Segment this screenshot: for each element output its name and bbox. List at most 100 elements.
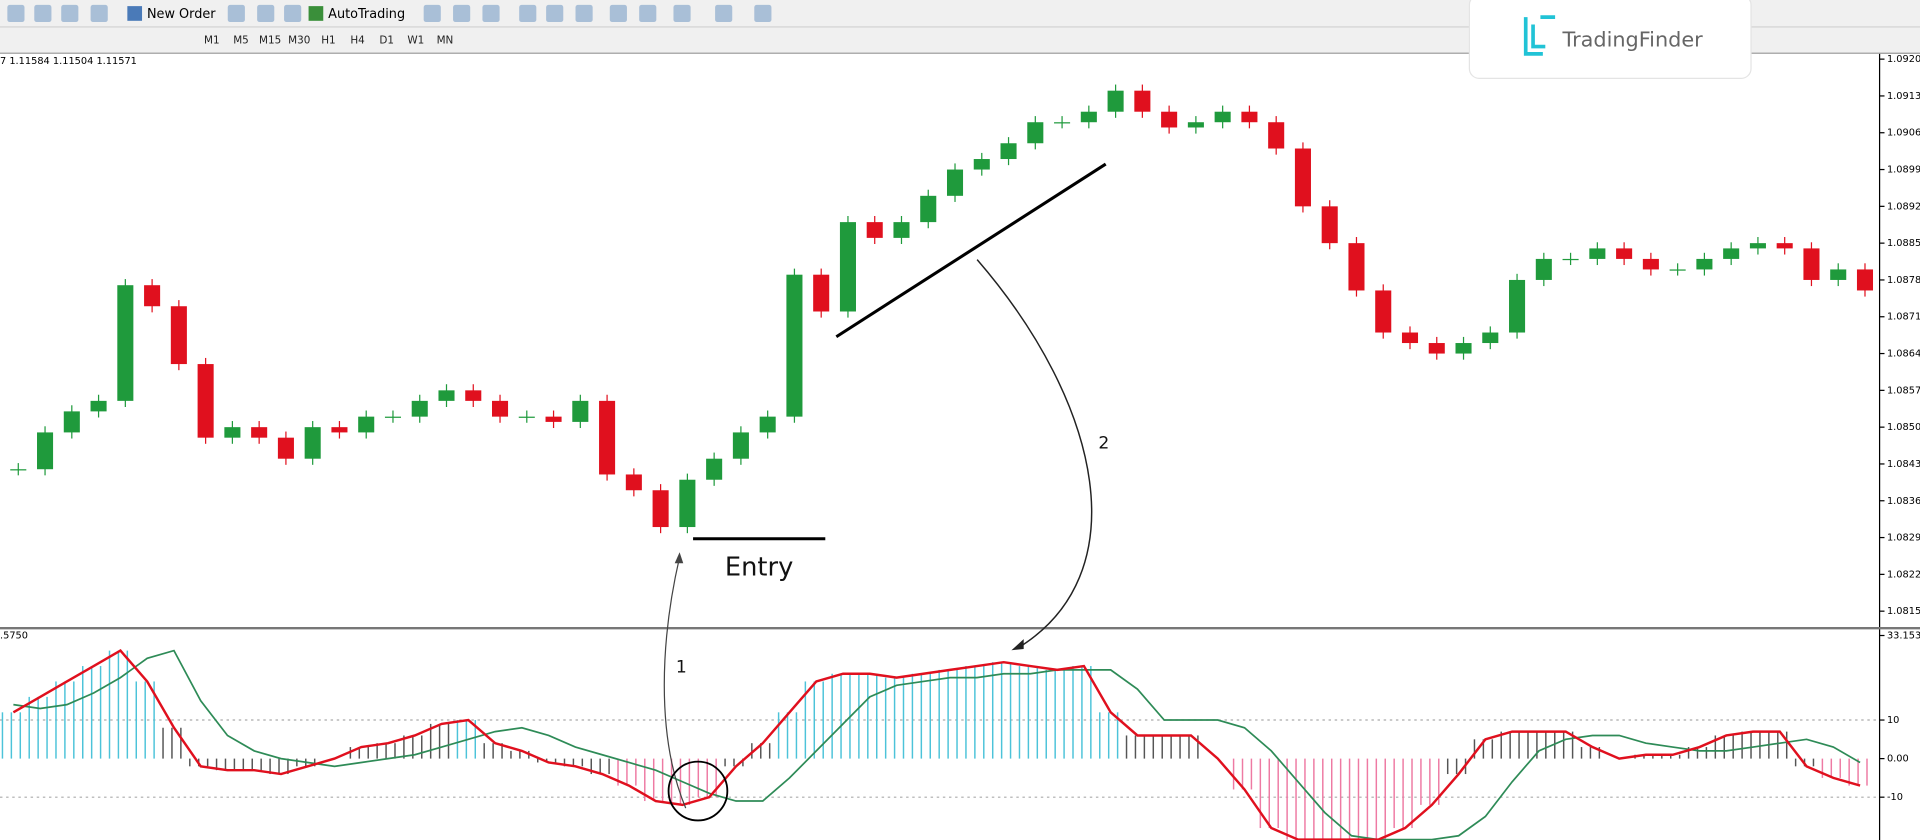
price-tick-label: 1.0864 xyxy=(1887,349,1920,360)
timeframe-button[interactable]: H4 xyxy=(350,34,365,46)
candle-body xyxy=(1749,243,1766,249)
candle-body xyxy=(893,222,910,238)
candle-body xyxy=(1348,243,1365,291)
logo-bg xyxy=(1468,0,1752,79)
candle-body xyxy=(1161,111,1178,128)
candle-body xyxy=(732,432,749,459)
price-tick-label: 1.0892 xyxy=(1887,201,1920,212)
candle-body xyxy=(1856,269,1874,291)
candle-body xyxy=(1268,122,1285,149)
arrow-1-label: 1 xyxy=(676,657,687,677)
candle-body xyxy=(492,400,509,417)
toolbar-icon[interactable] xyxy=(754,4,772,23)
price-tick-label: 1.0871 xyxy=(1887,312,1920,323)
toolbar-icon[interactable] xyxy=(284,4,302,23)
timeframe-button[interactable]: H1 xyxy=(321,34,335,46)
signal-line xyxy=(13,649,1861,840)
candle-body xyxy=(1294,148,1311,207)
candle-body xyxy=(170,306,187,365)
timeframe-button[interactable]: M30 xyxy=(288,34,310,46)
price-info: 7 1.11584 1.11504 1.11571 xyxy=(0,56,137,67)
timeframe-button[interactable]: MN xyxy=(437,34,454,46)
candle-body xyxy=(1054,122,1071,124)
candle-body xyxy=(572,400,589,422)
toolbar-icon[interactable] xyxy=(639,4,657,23)
candle-body xyxy=(304,427,321,459)
candle-body xyxy=(251,427,268,438)
timeframe-button[interactable]: M1 xyxy=(204,34,220,46)
candle-body xyxy=(1187,122,1204,128)
candle-body xyxy=(438,390,455,401)
candle-body xyxy=(144,285,161,307)
arrow-2-label: 2 xyxy=(1098,433,1109,453)
timeframe-button[interactable]: W1 xyxy=(407,34,424,46)
arrow-2 xyxy=(976,259,1093,650)
logo-box: TradingFinder xyxy=(1468,0,1752,79)
main-line xyxy=(12,649,1861,840)
candle-body xyxy=(277,437,294,459)
candle-body xyxy=(1535,258,1552,280)
candle-body xyxy=(625,474,642,491)
candle-body xyxy=(866,222,883,238)
candle-body xyxy=(1776,243,1793,249)
toolbar-button[interactable]: AutoTrading xyxy=(328,7,405,22)
toolbar-icon[interactable] xyxy=(519,4,537,23)
toolbar-icon[interactable] xyxy=(308,6,324,21)
price-tick-label: 1.0913 xyxy=(1887,91,1920,102)
candle-body xyxy=(465,390,482,401)
toolbar-icon[interactable] xyxy=(7,4,25,23)
candle-body xyxy=(1107,90,1124,112)
candle-body xyxy=(545,416,562,422)
candle-body xyxy=(1723,248,1740,259)
price-tick-label: 1.0857 xyxy=(1887,385,1920,396)
candle-body xyxy=(679,479,696,528)
toolbar-icon[interactable] xyxy=(609,4,627,23)
candle-body xyxy=(1214,111,1231,123)
candle-body xyxy=(224,427,241,438)
toolbar-icon[interactable] xyxy=(423,4,441,23)
candle-body xyxy=(197,364,214,438)
arrow-1-head xyxy=(674,552,684,564)
candle-body xyxy=(1803,248,1820,280)
candle-body xyxy=(1134,90,1151,112)
arrow-2-head xyxy=(1011,639,1024,651)
toolbar-icon[interactable] xyxy=(90,4,108,23)
timeframe-button[interactable]: M15 xyxy=(259,34,281,46)
candle-body xyxy=(1027,122,1044,144)
candle-body xyxy=(1696,258,1713,270)
candle-body xyxy=(1375,290,1392,333)
toolbar-icon[interactable] xyxy=(715,4,733,23)
candle-body xyxy=(1562,258,1579,261)
cross-circle xyxy=(667,760,729,822)
toolbar-icon[interactable] xyxy=(257,4,275,23)
candle-body xyxy=(1000,143,1017,160)
toolbar-button[interactable]: New Order xyxy=(147,7,216,22)
indicator-info: .5750 xyxy=(0,631,28,642)
indicator-tick-label: -10 xyxy=(1887,792,1903,803)
toolbar-icon[interactable] xyxy=(673,4,691,23)
timeframe-button[interactable]: D1 xyxy=(379,34,394,46)
timeframe-button[interactable]: M5 xyxy=(233,34,249,46)
toolbar-icon[interactable] xyxy=(61,4,79,23)
toolbar-icon[interactable] xyxy=(227,4,245,23)
candle-body xyxy=(10,469,27,471)
toolbar-icon[interactable] xyxy=(575,4,593,23)
candle-body xyxy=(1455,343,1472,354)
toolbar-icon[interactable] xyxy=(482,4,500,23)
candle-body xyxy=(90,400,107,412)
candle-body xyxy=(1669,269,1686,271)
toolbar-icon[interactable] xyxy=(34,4,52,23)
candle-body xyxy=(1080,111,1097,123)
candle-body xyxy=(599,400,616,475)
toolbar-icon[interactable] xyxy=(546,4,564,23)
toolbar-icon[interactable] xyxy=(453,4,471,23)
candle-body xyxy=(1321,206,1338,244)
price-tick-label: 1.0899 xyxy=(1887,165,1920,176)
candle-body xyxy=(946,169,964,196)
logo-icon xyxy=(1523,15,1556,56)
candle-body xyxy=(786,274,803,417)
candle-body xyxy=(839,222,856,312)
candle-body xyxy=(331,427,348,433)
toolbar-icon[interactable] xyxy=(127,6,143,21)
